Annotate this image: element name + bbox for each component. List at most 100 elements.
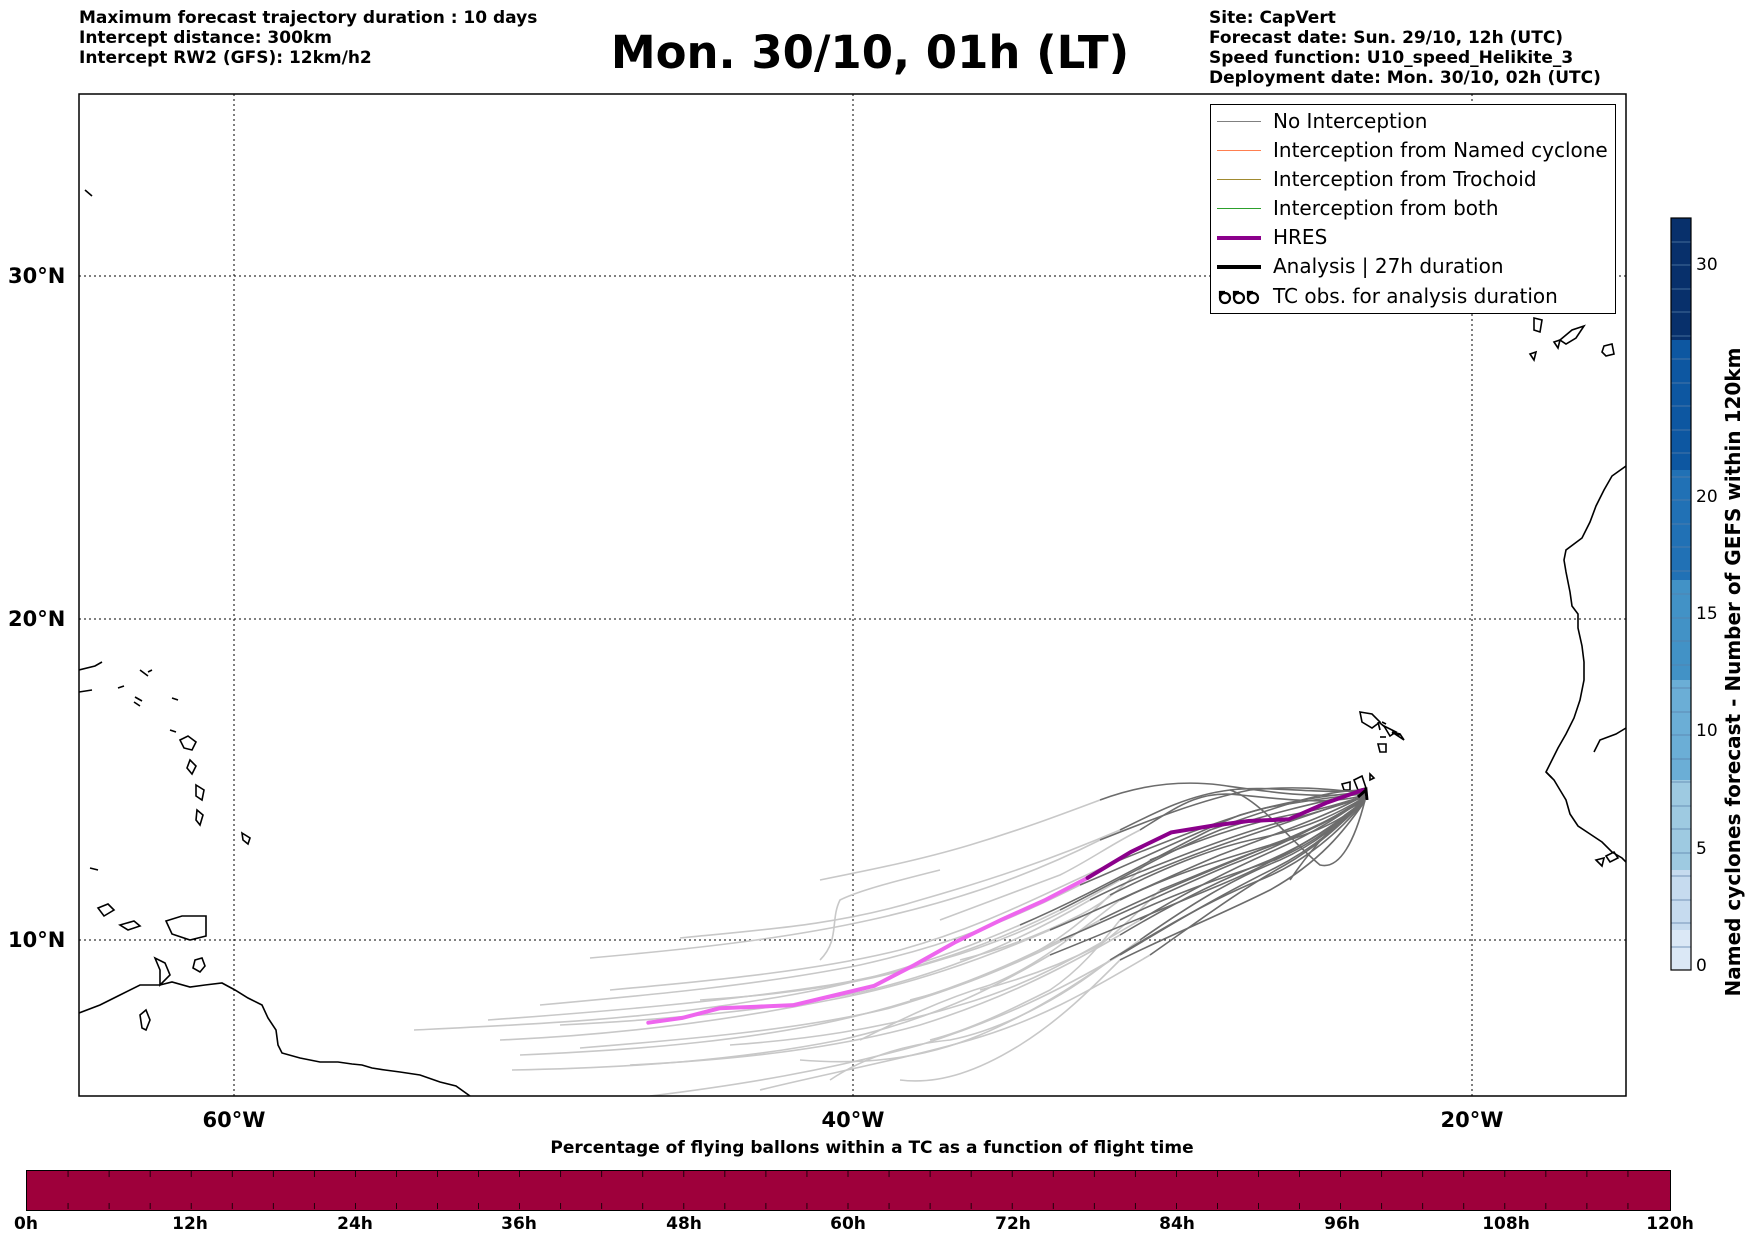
cbar-tick-15: 15 bbox=[1696, 604, 1718, 624]
hres-track-late-segment bbox=[646, 875, 1090, 1025]
lat-label-20n: 20°N bbox=[8, 607, 66, 631]
legend-item-hres: HRES bbox=[1211, 223, 1615, 252]
island-4 bbox=[195, 783, 205, 802]
legend-label: HRES bbox=[1273, 225, 1328, 249]
cape-verde-north bbox=[1358, 711, 1382, 729]
legend-swatch-green bbox=[1217, 208, 1261, 209]
carib-island-d bbox=[84, 189, 93, 197]
cbar-seg-2 bbox=[1671, 340, 1691, 470]
carib-island-c bbox=[89, 867, 99, 871]
intercept-rw2-text: Intercept RW2 (GFS): 12km/h2 bbox=[79, 48, 372, 68]
time-tick-96h: 96h bbox=[1324, 1214, 1360, 1234]
map-legend: No Interception Interception from Named … bbox=[1210, 104, 1616, 314]
cbar-tick-10: 10 bbox=[1696, 721, 1718, 741]
cape-verde-fogo bbox=[1340, 780, 1351, 791]
colorbar-label: Named cyclones forecast - Number of GEFS… bbox=[1721, 347, 1745, 997]
hres-track bbox=[646, 787, 1365, 1025]
cape-verde-8 bbox=[1379, 722, 1387, 729]
trinidad bbox=[192, 957, 206, 974]
legend-swatch-orange bbox=[1217, 150, 1261, 151]
max-duration-text: Maximum forecast trajectory duration : 1… bbox=[79, 8, 538, 28]
legend-item-both: Interception from both bbox=[1211, 194, 1615, 223]
deployment-date-text: Deployment date: Mon. 30/10, 02h (UTC) bbox=[1209, 68, 1601, 88]
analysis-track bbox=[1357, 786, 1369, 801]
venezuela-peninsula bbox=[153, 956, 171, 987]
island-2 bbox=[178, 735, 198, 751]
island-8 bbox=[118, 920, 142, 931]
time-tick-12h: 12h bbox=[172, 1214, 208, 1234]
time-bar-ticks bbox=[67, 1171, 1629, 1209]
lat-label-30n: 30°N bbox=[8, 264, 66, 288]
cape-verde-sal2 bbox=[1377, 721, 1381, 731]
legend-item-no-interception: No Interception bbox=[1211, 107, 1615, 136]
canary-5 bbox=[1552, 338, 1562, 350]
time-bar bbox=[26, 1170, 1671, 1211]
cape-verde-3 bbox=[1381, 721, 1387, 725]
africa-coast-3 bbox=[1545, 771, 1553, 779]
legend-item-trochoid: Interception from Trochoid bbox=[1211, 165, 1615, 194]
legend-item-analysis: Analysis | 27h duration bbox=[1211, 252, 1615, 281]
time-bar-title: Percentage of flying ballons within a TC… bbox=[550, 1138, 1194, 1158]
coastlines bbox=[79, 189, 1626, 1096]
map-frame bbox=[78, 93, 1627, 1097]
time-tick-0h: 0h bbox=[14, 1214, 38, 1234]
island-9 bbox=[164, 915, 207, 941]
legend-swatch-black bbox=[1217, 265, 1261, 269]
forecast-date-text: Forecast date: Sun. 29/10, 12h (UTC) bbox=[1209, 28, 1564, 48]
cbar-tick-5: 5 bbox=[1696, 839, 1707, 859]
time-tick-36h: 36h bbox=[501, 1214, 537, 1234]
cape-verde-6 bbox=[1391, 731, 1405, 741]
intercept-distance-text: Intercept distance: 300km bbox=[79, 28, 332, 48]
cape-verde-santiago bbox=[1352, 774, 1368, 791]
tc-symbol-icon bbox=[1218, 290, 1260, 305]
cbar-seg-4 bbox=[1671, 580, 1691, 680]
map-content bbox=[79, 94, 1626, 1096]
ensemble-trajectories-early bbox=[1019, 782, 1366, 961]
canary-4 bbox=[1528, 350, 1538, 362]
island-1 bbox=[147, 669, 179, 701]
page-title: Mon. 30/10, 01h (LT) bbox=[610, 26, 1130, 79]
time-tick-60h: 60h bbox=[830, 1214, 866, 1234]
legend-label: Interception from both bbox=[1273, 196, 1499, 220]
time-tick-24h: 24h bbox=[337, 1214, 373, 1234]
island-5 bbox=[195, 808, 204, 827]
cbar-frame bbox=[1670, 217, 1692, 971]
carib-island-a bbox=[169, 729, 177, 733]
lat-label-10n: 10°N bbox=[8, 928, 66, 952]
time-tick-120h: 120h bbox=[1646, 1214, 1694, 1234]
time-tick-48h: 48h bbox=[666, 1214, 702, 1234]
ensemble-trajectories-late bbox=[413, 799, 1161, 1096]
africa-coast-2 bbox=[1593, 727, 1626, 753]
cbar-tick-0: 0 bbox=[1696, 956, 1707, 976]
south-america-coast bbox=[79, 981, 471, 1096]
hres-track-early-segment bbox=[1085, 787, 1365, 880]
legend-swatch-olive bbox=[1217, 179, 1261, 180]
site-text: Site: CapVert bbox=[1209, 8, 1336, 28]
cbar-seg-5 bbox=[1671, 680, 1691, 780]
legend-label: Analysis | 27h duration bbox=[1273, 254, 1504, 278]
cape-verde-boavista bbox=[1376, 743, 1387, 753]
carib-island-b bbox=[134, 696, 143, 702]
legend-label: Interception from Trochoid bbox=[1273, 167, 1537, 191]
island-7 bbox=[96, 903, 116, 918]
island-3 bbox=[186, 758, 197, 776]
time-tick-84h: 84h bbox=[1159, 1214, 1195, 1234]
header-left: Maximum forecast trajectory duration : 1… bbox=[79, 8, 537, 68]
puerto-rico bbox=[117, 669, 149, 707]
lon-label-20w: 20°W bbox=[1440, 1108, 1504, 1132]
cbar-dividers bbox=[1671, 241, 1691, 948]
africa-west-coast bbox=[1545, 465, 1626, 863]
cbar-tick-30: 30 bbox=[1696, 255, 1718, 275]
africa-guinea-islands bbox=[1594, 850, 1620, 868]
island-10 bbox=[139, 1008, 151, 1032]
island-6 bbox=[240, 831, 251, 846]
legend-swatch-grey bbox=[1217, 121, 1261, 122]
header-right: Site: CapVert Forecast date: Sun. 29/10,… bbox=[1209, 8, 1601, 88]
cbar-tick-20: 20 bbox=[1696, 487, 1718, 507]
legend-item-tc-obs: TC obs. for analysis duration bbox=[1211, 282, 1615, 311]
canary-1 bbox=[1533, 316, 1543, 334]
cuba-east bbox=[79, 661, 103, 693]
cyclone-colorbar bbox=[1670, 217, 1692, 971]
lon-label-60w: 60°W bbox=[202, 1108, 266, 1132]
